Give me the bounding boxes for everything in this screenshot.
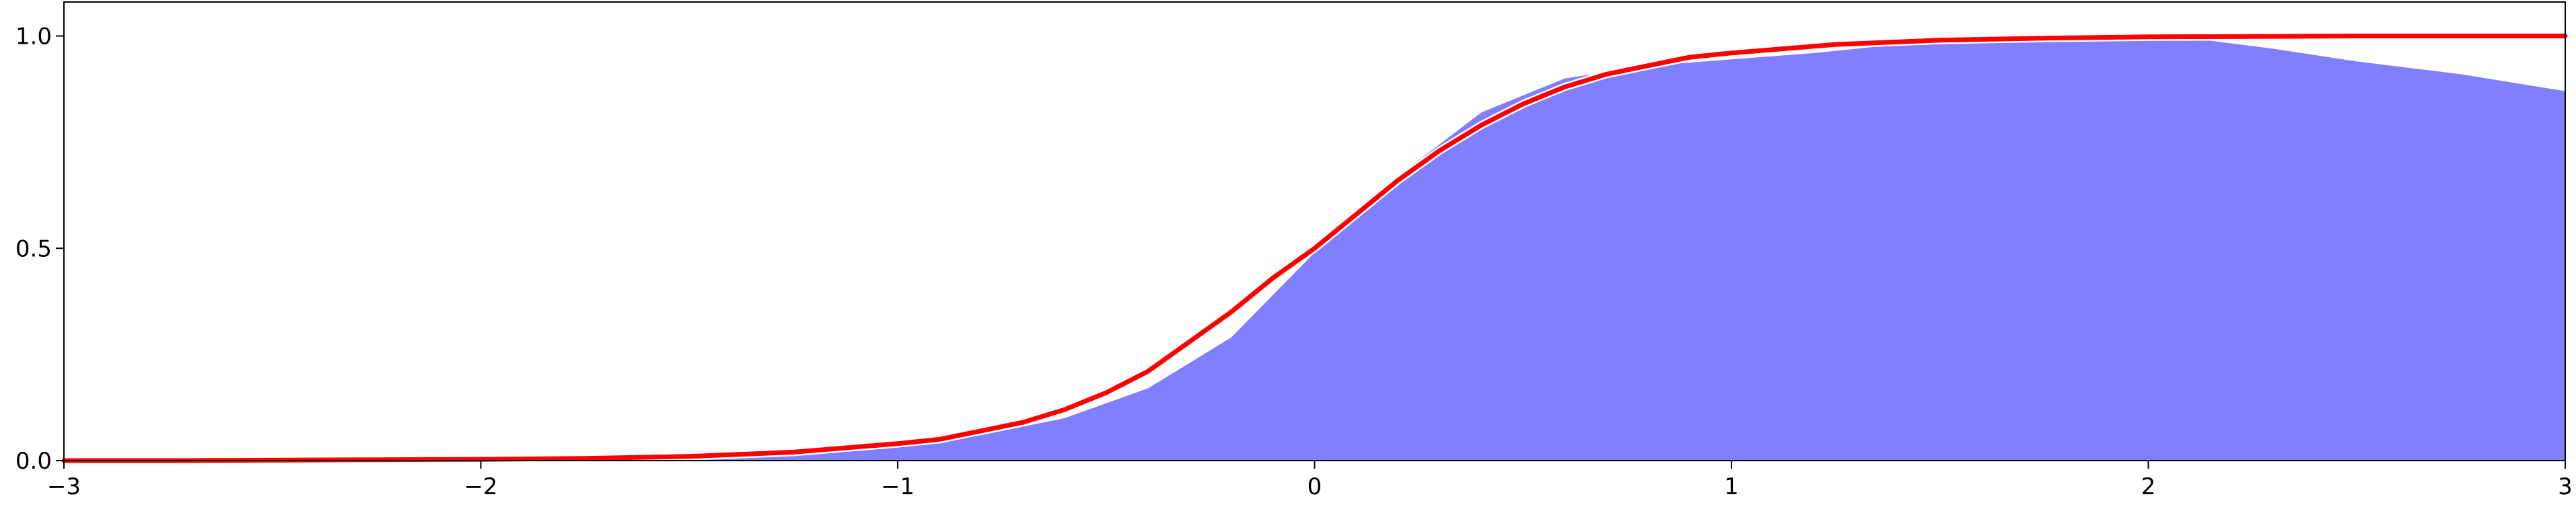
x-tick-label: 0 — [1308, 473, 1322, 500]
line-layer — [61, 32, 2568, 465]
y-axis: 0.0 0.5 1.0 — [15, 24, 64, 475]
y-tick-label: 1.0 — [15, 24, 52, 50]
x-tick-label: 1 — [1724, 473, 1739, 500]
x-tick-label: 2 — [2141, 473, 2156, 500]
y-tick-label: 0.5 — [15, 235, 52, 262]
area-layer — [64, 36, 2565, 461]
line-series-1 — [61, 34, 2568, 463]
x-axis: −3 −2 −1 0 1 2 3 — [47, 461, 2573, 500]
x-tick-label: −3 — [47, 473, 81, 500]
x-tick-label: −2 — [464, 473, 497, 500]
x-tick-label: −1 — [881, 473, 915, 500]
area-series-0 — [64, 36, 2565, 461]
y-tick-label: 0.0 — [15, 448, 52, 475]
x-tick-label: 3 — [2558, 473, 2573, 500]
